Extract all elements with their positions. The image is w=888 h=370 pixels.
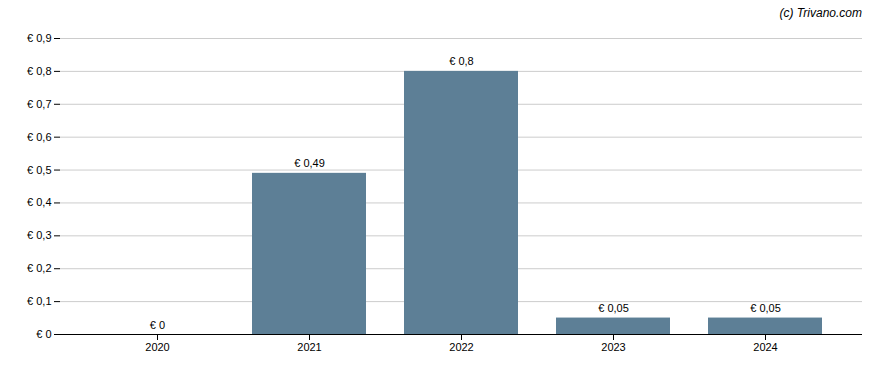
svg-text:2021: 2021 — [297, 341, 321, 353]
svg-text:2024: 2024 — [753, 341, 777, 353]
svg-text:€ 0,9: € 0,9 — [27, 32, 51, 44]
svg-text:€ 0,6: € 0,6 — [27, 131, 51, 143]
svg-text:2020: 2020 — [145, 341, 169, 353]
svg-text:€ 0,05: € 0,05 — [750, 302, 781, 314]
svg-text:2022: 2022 — [449, 341, 473, 353]
svg-text:2023: 2023 — [601, 341, 625, 353]
svg-text:€ 0,2: € 0,2 — [27, 262, 51, 274]
html-text:(c) Trivano.com: (c) Trivano.com — [779, 6, 862, 20]
svg-text:€ 0,4: € 0,4 — [27, 196, 51, 208]
svg-text:€ 0,8: € 0,8 — [449, 55, 473, 67]
svg-text:€ 0,7: € 0,7 — [27, 98, 51, 110]
svg-text:€ 0,5: € 0,5 — [27, 164, 51, 176]
svg-text:€ 0,05: € 0,05 — [598, 302, 629, 314]
svg-text:€ 0,49: € 0,49 — [294, 157, 325, 169]
svg-text:€ 0: € 0 — [150, 319, 165, 331]
svg-text:€ 0,1: € 0,1 — [27, 295, 51, 307]
svg-text:€ 0,8: € 0,8 — [27, 65, 51, 77]
svg-text:€ 0,3: € 0,3 — [27, 229, 51, 241]
svg-text:€ 0: € 0 — [36, 328, 51, 340]
